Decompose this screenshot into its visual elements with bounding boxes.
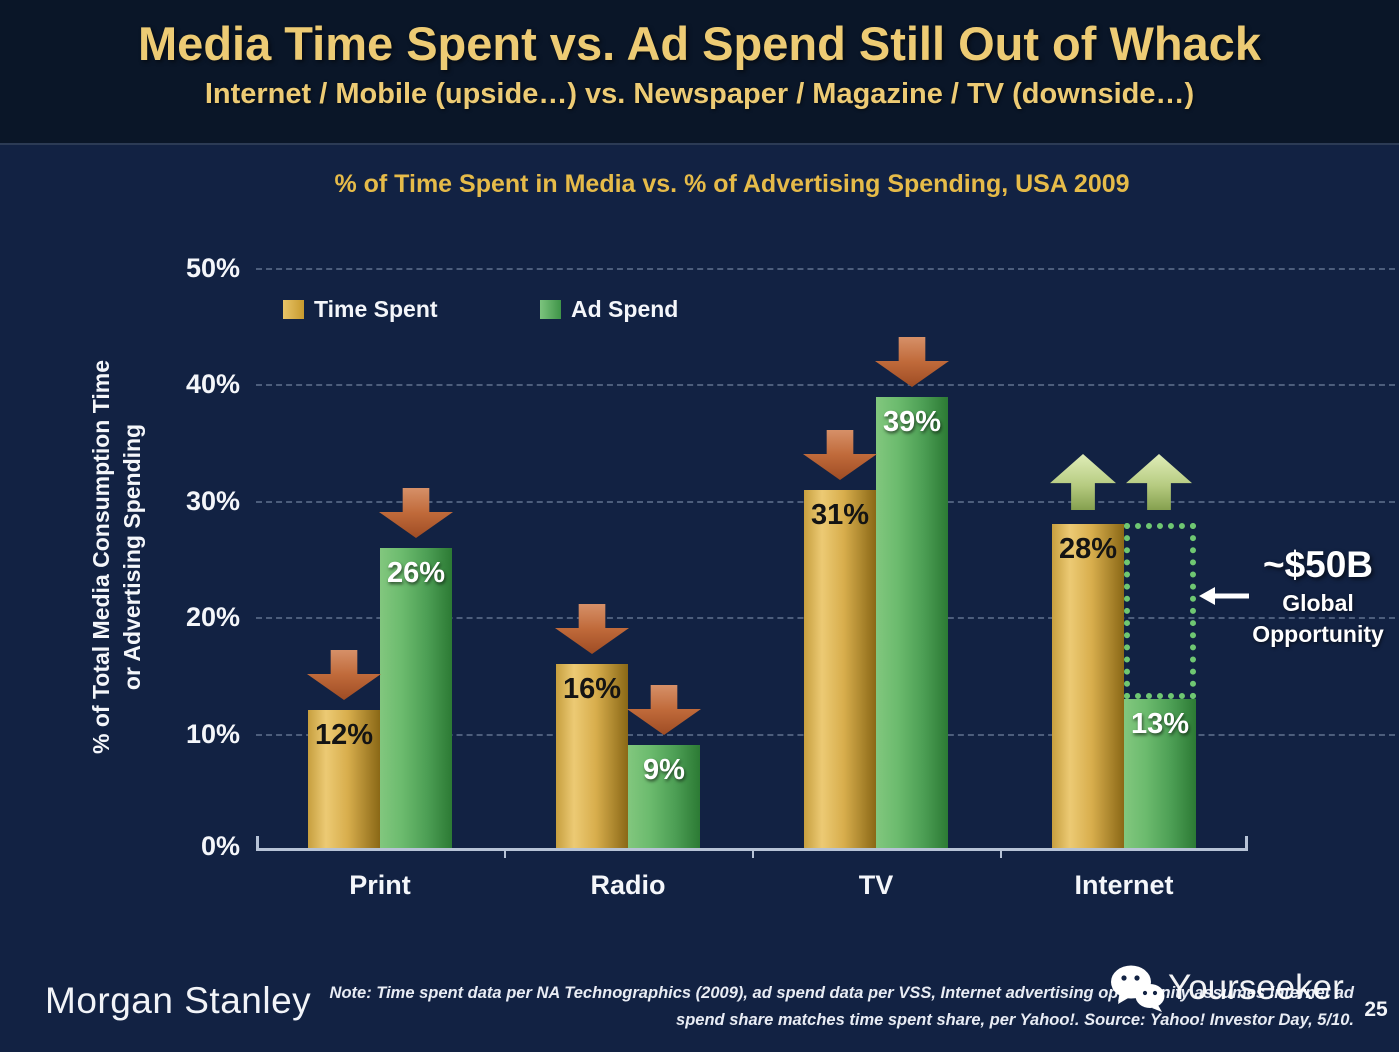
bar-value-label: 16% [562, 673, 622, 705]
page-title: Media Time Spent vs. Ad Spend Still Out … [138, 17, 1261, 70]
x-axis-tick [1000, 849, 1002, 858]
bar-value-label: 9% [643, 754, 685, 786]
x-axis-tick [1245, 836, 1248, 849]
watermark: Yourseeker [1108, 963, 1344, 1013]
bar-internet-ad-spend: 13% [1124, 699, 1196, 850]
bar-internet-time-spent: 28% [1052, 524, 1124, 850]
category-label-internet: Internet [1074, 870, 1174, 900]
bar-value-label: 26% [386, 557, 446, 589]
down-arrow-icon [803, 430, 877, 480]
down-arrow-icon [875, 337, 949, 387]
bar-radio-ad-spend: 9% [628, 745, 700, 850]
y-tick-label: 30% [185, 486, 240, 516]
bar-print-time-spent: 12% [308, 710, 380, 850]
opportunity-line2: Opportunity [1252, 621, 1384, 647]
source-note-line2: spend share matches time spent share, pe… [676, 1011, 1354, 1029]
chart-title: % of Time Spent in Media vs. % of Advert… [334, 170, 1130, 198]
bar-value-label: 28% [1058, 533, 1118, 565]
legend-item-ad-spend: Ad Spend [540, 296, 678, 323]
y-axis-title: % of Total Media Consumption Time or Adv… [88, 360, 145, 754]
x-axis-tick [256, 836, 259, 849]
bar-value-label: 39% [882, 406, 942, 438]
y-tick-label: 0% [200, 831, 240, 861]
bar-value-label: 13% [1130, 708, 1190, 740]
down-arrow-icon [627, 685, 701, 735]
watermark-text: Yourseeker [1168, 968, 1344, 1007]
down-arrow-icon [379, 488, 453, 538]
up-arrow-icon [1050, 454, 1116, 510]
legend-label: Time Spent [314, 296, 438, 322]
wechat-icon [1111, 965, 1165, 1012]
opportunity-dotted-box [1124, 523, 1196, 699]
y-tick-label: 40% [185, 369, 240, 399]
legend-label: Ad Spend [571, 296, 679, 322]
legend-swatch-gold [283, 300, 304, 319]
opportunity-line1: Global [1282, 590, 1354, 616]
morgan-stanley-logo: Morgan Stanley [45, 980, 312, 1021]
legend-swatch-green [540, 300, 561, 319]
bar-value-label: 12% [314, 719, 374, 751]
page-number: 25 [1364, 998, 1388, 1021]
x-axis-tick [752, 849, 754, 858]
category-label-print: Print [349, 870, 411, 900]
opportunity-annotation: ~$50B Global Opportunity [1238, 544, 1398, 648]
page-subtitle: Internet / Mobile (upside…) vs. Newspape… [204, 78, 1195, 110]
legend-item-time-spent: Time Spent [283, 296, 438, 323]
down-arrow-icon [307, 650, 381, 700]
x-axis-tick [504, 849, 506, 858]
opportunity-headline: ~$50B [1262, 544, 1374, 585]
bar-tv-ad-spend: 39% [876, 397, 948, 850]
bar-value-label: 31% [810, 499, 870, 531]
y-tick-label: 10% [185, 719, 240, 749]
header-band: Media Time Spent vs. Ad Spend Still Out … [0, 0, 1399, 145]
bar-radio-time-spent: 16% [556, 664, 628, 850]
source-note-line1: Note: Time spent data per NA Technograph… [329, 984, 1354, 1002]
left-arrow-icon [1199, 587, 1249, 605]
y-tick-label: 50% [185, 253, 240, 283]
gridline-40 [256, 384, 1395, 386]
bar-tv-time-spent: 31% [804, 490, 876, 850]
down-arrow-icon [555, 604, 629, 654]
y-tick-label: 20% [185, 602, 240, 632]
up-arrow-icon [1126, 454, 1192, 510]
category-label-tv: TV [858, 870, 894, 900]
category-label-radio: Radio [590, 870, 666, 900]
source-note: Note: Time spent data per NA Technograph… [320, 980, 1354, 1034]
bar-print-ad-spend: 26% [380, 548, 452, 850]
gridline-50 [256, 268, 1395, 270]
